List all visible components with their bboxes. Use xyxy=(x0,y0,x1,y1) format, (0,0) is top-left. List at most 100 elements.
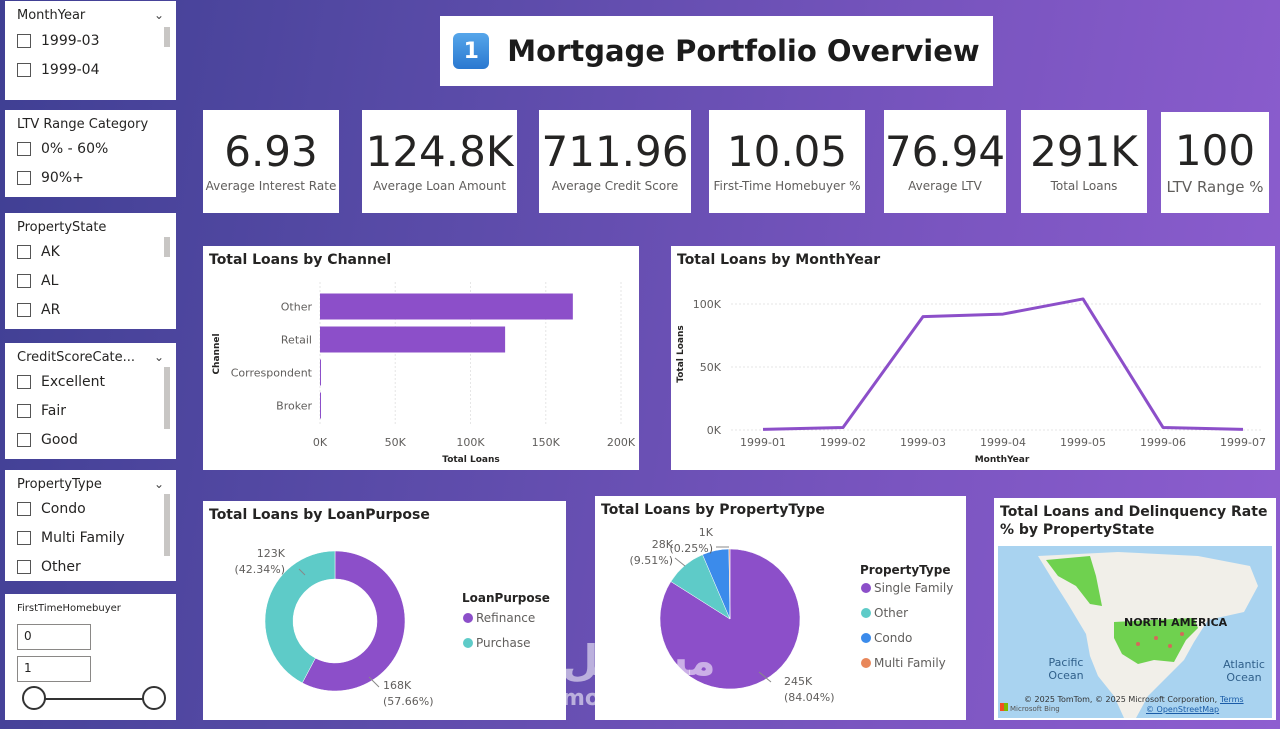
slicer-item[interactable]: Good xyxy=(17,425,164,454)
keycap-one-icon: 1 xyxy=(453,33,490,69)
slicer-item[interactable]: Excellent xyxy=(17,367,164,396)
slicer-monthyear[interactable]: MonthYear ⌄ 1999-03 1999-04 xyxy=(5,1,176,100)
chart-loans-by-channel[interactable]: Total Loans by Channel Other Retail Corres… xyxy=(203,246,639,470)
kpi-label: Average Interest Rate xyxy=(205,178,337,193)
checkbox[interactable] xyxy=(17,559,31,574)
pie-slice xyxy=(264,550,336,684)
state-marker xyxy=(1154,636,1158,640)
slicer-item[interactable]: 90%+ xyxy=(17,163,164,192)
legend-item[interactable]: Purchase xyxy=(476,636,531,650)
leader-line xyxy=(368,676,380,688)
chart-loans-by-loanpurpose[interactable]: Total Loans by LoanPurpose 123K (42.34%)… xyxy=(203,501,566,720)
slicer-item[interactable]: Condo xyxy=(17,494,164,523)
slice-value-label: 123K xyxy=(257,547,286,560)
kpi-value: 124.8K xyxy=(365,127,514,177)
slicer-item[interactable]: Fair xyxy=(17,396,164,425)
slider-min-handle[interactable] xyxy=(22,686,46,710)
checkbox[interactable] xyxy=(17,432,31,447)
line-series xyxy=(762,297,1244,431)
chart-title: Total Loans and Delinquency Rate % by Pr… xyxy=(1000,504,1268,538)
x-tick-label: 1999-05 xyxy=(1060,436,1106,449)
slicer-credit-score[interactable]: CreditScoreCate... ⌄ Excellent Fair Good xyxy=(5,343,176,459)
osm-link[interactable]: © OpenStreetMap xyxy=(1146,705,1220,714)
leader-line xyxy=(298,568,306,576)
y-axis-label: Channel xyxy=(212,333,222,374)
slice-pct-label: (84.04%) xyxy=(784,691,835,704)
map-label-pacific: Pacific Ocean xyxy=(1048,656,1084,682)
y-tick-label: 100K xyxy=(693,298,722,311)
chart-loans-by-propertytype[interactable]: Total Loans by PropertyType 1K (0.25%) 2… xyxy=(595,496,966,720)
scrollbar[interactable] xyxy=(164,367,170,429)
slicer-ltv-range[interactable]: LTV Range Category 0% - 60% 90%+ xyxy=(5,110,176,197)
legend-item: Multi Family xyxy=(874,656,946,670)
bar-chart-svg: Other Retail Correspondent Broker 0K 50K 100K… xyxy=(212,282,636,465)
checkbox[interactable] xyxy=(17,302,31,317)
legend-item: Single Family xyxy=(874,581,953,595)
slicer-item[interactable]: AR xyxy=(17,295,164,324)
bar xyxy=(320,326,506,353)
scrollbar[interactable] xyxy=(164,494,170,556)
chart-loans-by-monthyear[interactable]: Total Loans by MonthYear 0K 50K 100K 1999-… xyxy=(671,246,1275,470)
slicer-item[interactable]: 1999-03 xyxy=(17,26,164,55)
alaska-region[interactable] xyxy=(1046,556,1102,606)
leader-line xyxy=(758,671,772,683)
slicer-item[interactable]: AL xyxy=(17,266,164,295)
scrollbar[interactable] xyxy=(164,27,170,47)
state-marker xyxy=(1136,642,1140,646)
kpi-value: 100 xyxy=(1174,126,1256,176)
slicer-item[interactable]: AK xyxy=(17,237,164,266)
legend-item[interactable]: Refinance xyxy=(476,611,535,625)
slicer-item[interactable]: 1999-04 xyxy=(17,55,164,84)
range-max-input[interactable]: 1 xyxy=(17,656,91,682)
state-marker xyxy=(1168,644,1172,648)
x-tick-label: 1999-01 xyxy=(740,436,786,449)
kpi-value: 291K xyxy=(1030,127,1138,177)
slice-pct-label: (42.34%) xyxy=(234,563,285,576)
pie-slice xyxy=(301,550,406,692)
usa-region[interactable] xyxy=(1114,618,1198,664)
kpi-label: LTV Range % xyxy=(1166,177,1264,196)
range-min-input[interactable]: 0 xyxy=(17,624,91,650)
slice-value-label: 1K xyxy=(699,526,714,539)
slicer-item-label: Fair xyxy=(41,402,66,419)
legend-marker xyxy=(861,658,871,668)
checkbox[interactable] xyxy=(17,501,31,516)
slicer-item[interactable]: Multi Family xyxy=(17,523,164,552)
checkbox[interactable] xyxy=(17,244,31,259)
checkbox[interactable] xyxy=(17,374,31,389)
checkbox[interactable] xyxy=(17,33,31,48)
checkbox[interactable] xyxy=(17,141,31,156)
legend-marker xyxy=(861,583,871,593)
scrollbar[interactable] xyxy=(164,237,170,257)
chevron-down-icon[interactable]: ⌄ xyxy=(153,8,164,22)
checkbox[interactable] xyxy=(17,170,31,185)
slicer-property-type[interactable]: PropertyType ⌄ Condo Multi Family Other xyxy=(5,470,176,581)
slider-max-handle[interactable] xyxy=(142,686,166,710)
slicer-title: PropertyType xyxy=(17,476,102,492)
x-tick-label: 1999-03 xyxy=(900,436,946,449)
kpi-label: Average Loan Amount xyxy=(373,178,506,193)
slicer-title: FirstTimeHomebuyer xyxy=(17,602,121,614)
terms-link[interactable]: Terms xyxy=(1220,695,1244,704)
chart-title: Total Loans by Channel xyxy=(209,252,392,268)
chevron-down-icon[interactable]: ⌄ xyxy=(153,477,164,491)
y-category-label: Correspondent xyxy=(231,367,313,380)
chevron-down-icon[interactable]: ⌄ xyxy=(153,350,164,364)
map-visual[interactable]: Total Loans and Delinquency Rate % by Pr… xyxy=(994,498,1276,720)
pie-chart-svg: 1K (0.25%) 28K (9.51%) 245K (84.04%) Pro… xyxy=(629,526,953,704)
checkbox[interactable] xyxy=(17,403,31,418)
slicer-property-state[interactable]: PropertyState AK AL AR xyxy=(5,213,176,329)
slicer-first-time-homebuyer[interactable]: FirstTimeHomebuyer 0 1 xyxy=(5,594,176,720)
legend-title: LoanPurpose xyxy=(462,591,550,605)
chart-title: Total Loans by PropertyType xyxy=(601,502,825,518)
slicer-item[interactable]: 0% - 60% xyxy=(17,134,164,163)
checkbox[interactable] xyxy=(17,62,31,77)
checkbox[interactable] xyxy=(17,273,31,288)
checkbox[interactable] xyxy=(17,530,31,545)
slicer-item-label: Condo xyxy=(41,500,86,517)
legend-marker xyxy=(861,608,871,618)
slider-track[interactable] xyxy=(37,698,150,700)
slicer-item-label: Excellent xyxy=(41,373,105,390)
slicer-item[interactable]: Other xyxy=(17,552,164,581)
map-canvas[interactable]: NORTH AMERICA Pacific Ocean Atlantic Oce… xyxy=(998,546,1272,718)
